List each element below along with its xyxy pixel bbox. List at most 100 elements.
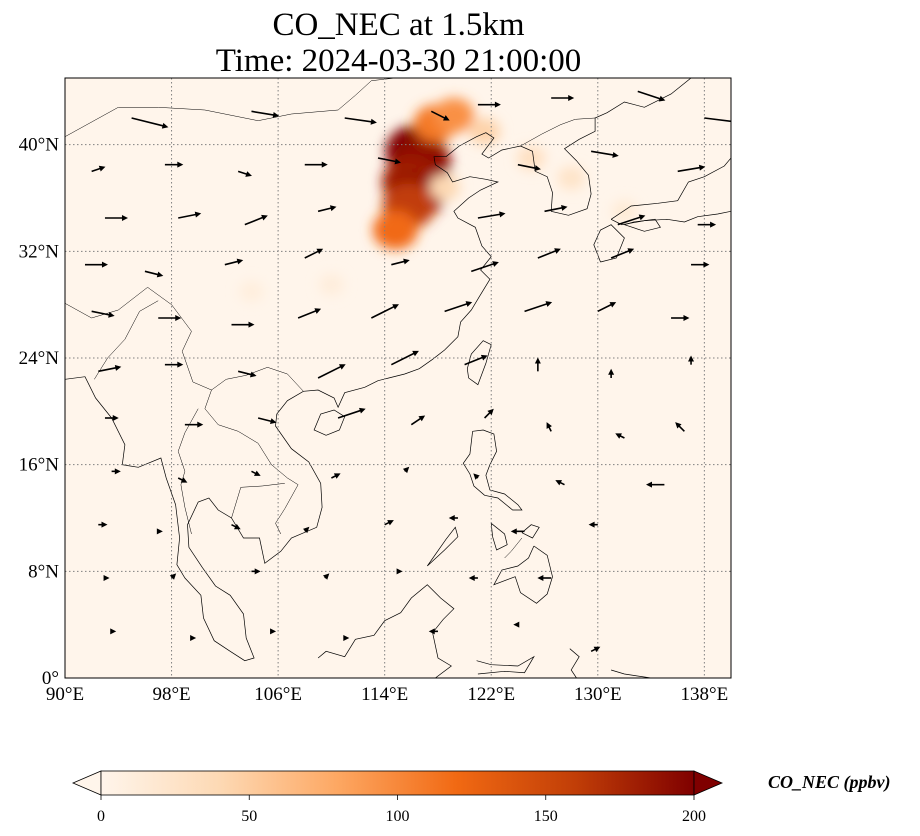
wind-arrow [477,211,506,219]
wind-arrow [471,261,499,273]
wind-arrow [244,214,268,226]
lon-tick-label: 90°E [46,684,84,705]
lat-tick-label: 16°N [19,455,60,476]
wind-arrow [691,261,710,268]
wind-arrow [524,301,553,313]
wind-arrow [464,354,488,366]
wind-arrow [331,473,341,479]
wind-arrow [534,357,541,372]
wind-arrow [251,470,261,476]
co-plume [372,210,418,250]
lat-tick-label: 32°N [19,241,60,262]
co-plume [429,174,460,201]
country-border [171,304,304,392]
wind-arrow [184,421,204,428]
colorbar-tick-label: 50 [241,808,257,825]
wind-arrow [251,110,280,118]
wind-arrow [104,415,119,421]
wind-arrow [551,95,575,101]
wind-arrow [597,302,617,313]
coastline [490,523,508,551]
lon-tick-label: 122°E [467,684,515,705]
colorbar-label: CO_NEC (ppbv) [768,772,891,793]
coastlines [65,78,731,678]
wind-arrow [671,315,690,321]
wind-arrow [343,635,350,641]
wind-arrow [371,304,399,319]
wind-arrow [448,515,458,521]
wind-arrow [304,248,324,259]
wind-arrow [588,521,598,528]
wind-arrow [344,117,377,125]
map-frame [64,77,732,679]
wind-arrow [608,368,615,378]
wind-arrow [704,117,731,123]
wind-arrow [98,521,108,528]
wind-arrow [164,361,184,368]
wind-arrow [637,90,666,102]
wind-arrow [98,364,122,373]
co-plume [239,280,264,303]
wind-arrow [231,523,241,530]
wind-arrow [544,204,568,213]
wind-arrow [473,473,480,480]
wind-arrow [391,258,410,266]
wind-arrow [537,575,552,581]
coastline [521,524,540,539]
coastline [610,157,731,226]
wind-arrow [615,433,625,439]
co-plume [557,166,585,190]
country-border [504,537,523,559]
wind-arrow [270,628,277,635]
wind-arrow [156,528,163,535]
coastline [427,526,459,567]
lat-tick-label: 24°N [19,348,60,369]
wind-arrow [158,315,182,321]
wind-arrow [517,163,541,172]
wind-arrow [384,520,394,526]
wind-arrow [302,526,310,534]
coastline [317,584,455,678]
coastline [610,669,652,678]
coastline [65,78,692,662]
wind-arrow [591,150,619,158]
coastline [493,545,553,604]
wind-arrow [177,477,188,483]
wind-arrow [468,575,478,581]
wind-arrow [590,646,601,653]
lon-tick-label: 130°E [574,684,622,705]
map-title-line1: CO_NEC at 1.5km [272,7,525,43]
wind-arrow [510,528,525,535]
wind-arrow [169,573,177,580]
wind-arrow [91,165,106,173]
wind-arrow [617,214,646,226]
wind-arrow [675,422,685,432]
coastline [313,409,346,436]
coastline [593,224,625,263]
colorbar-tick-label: 150 [534,808,558,825]
colorbar-extend-high [693,770,724,796]
wind-arrow [396,568,403,575]
wind-arrow [84,261,108,268]
wind-arrow [110,628,117,635]
wind-arrow [428,628,438,635]
wind-arrow [688,355,695,365]
wind-arrow [430,110,450,121]
wind-arrow [103,575,110,581]
wind-arrow [231,321,255,328]
wind-arrow [322,573,330,580]
lon-tick-label: 106°E [254,684,302,705]
lat-tick-label: 40°N [19,135,60,156]
wind-arrow [297,308,322,319]
wind-arrow [513,621,520,628]
co-concentration-field [239,97,638,303]
wind-arrow [377,157,402,165]
wind-arrow [164,161,184,168]
wind-arrow [251,568,261,575]
wind-arrow [444,301,473,313]
country-border [520,117,596,147]
colorbar-gradient [100,770,695,796]
lon-ticks: 90°E 98°E 106°E 114°E 122°E 130°E 138°E [46,684,728,705]
wind-arrow [257,417,277,425]
co-plume [516,145,546,171]
